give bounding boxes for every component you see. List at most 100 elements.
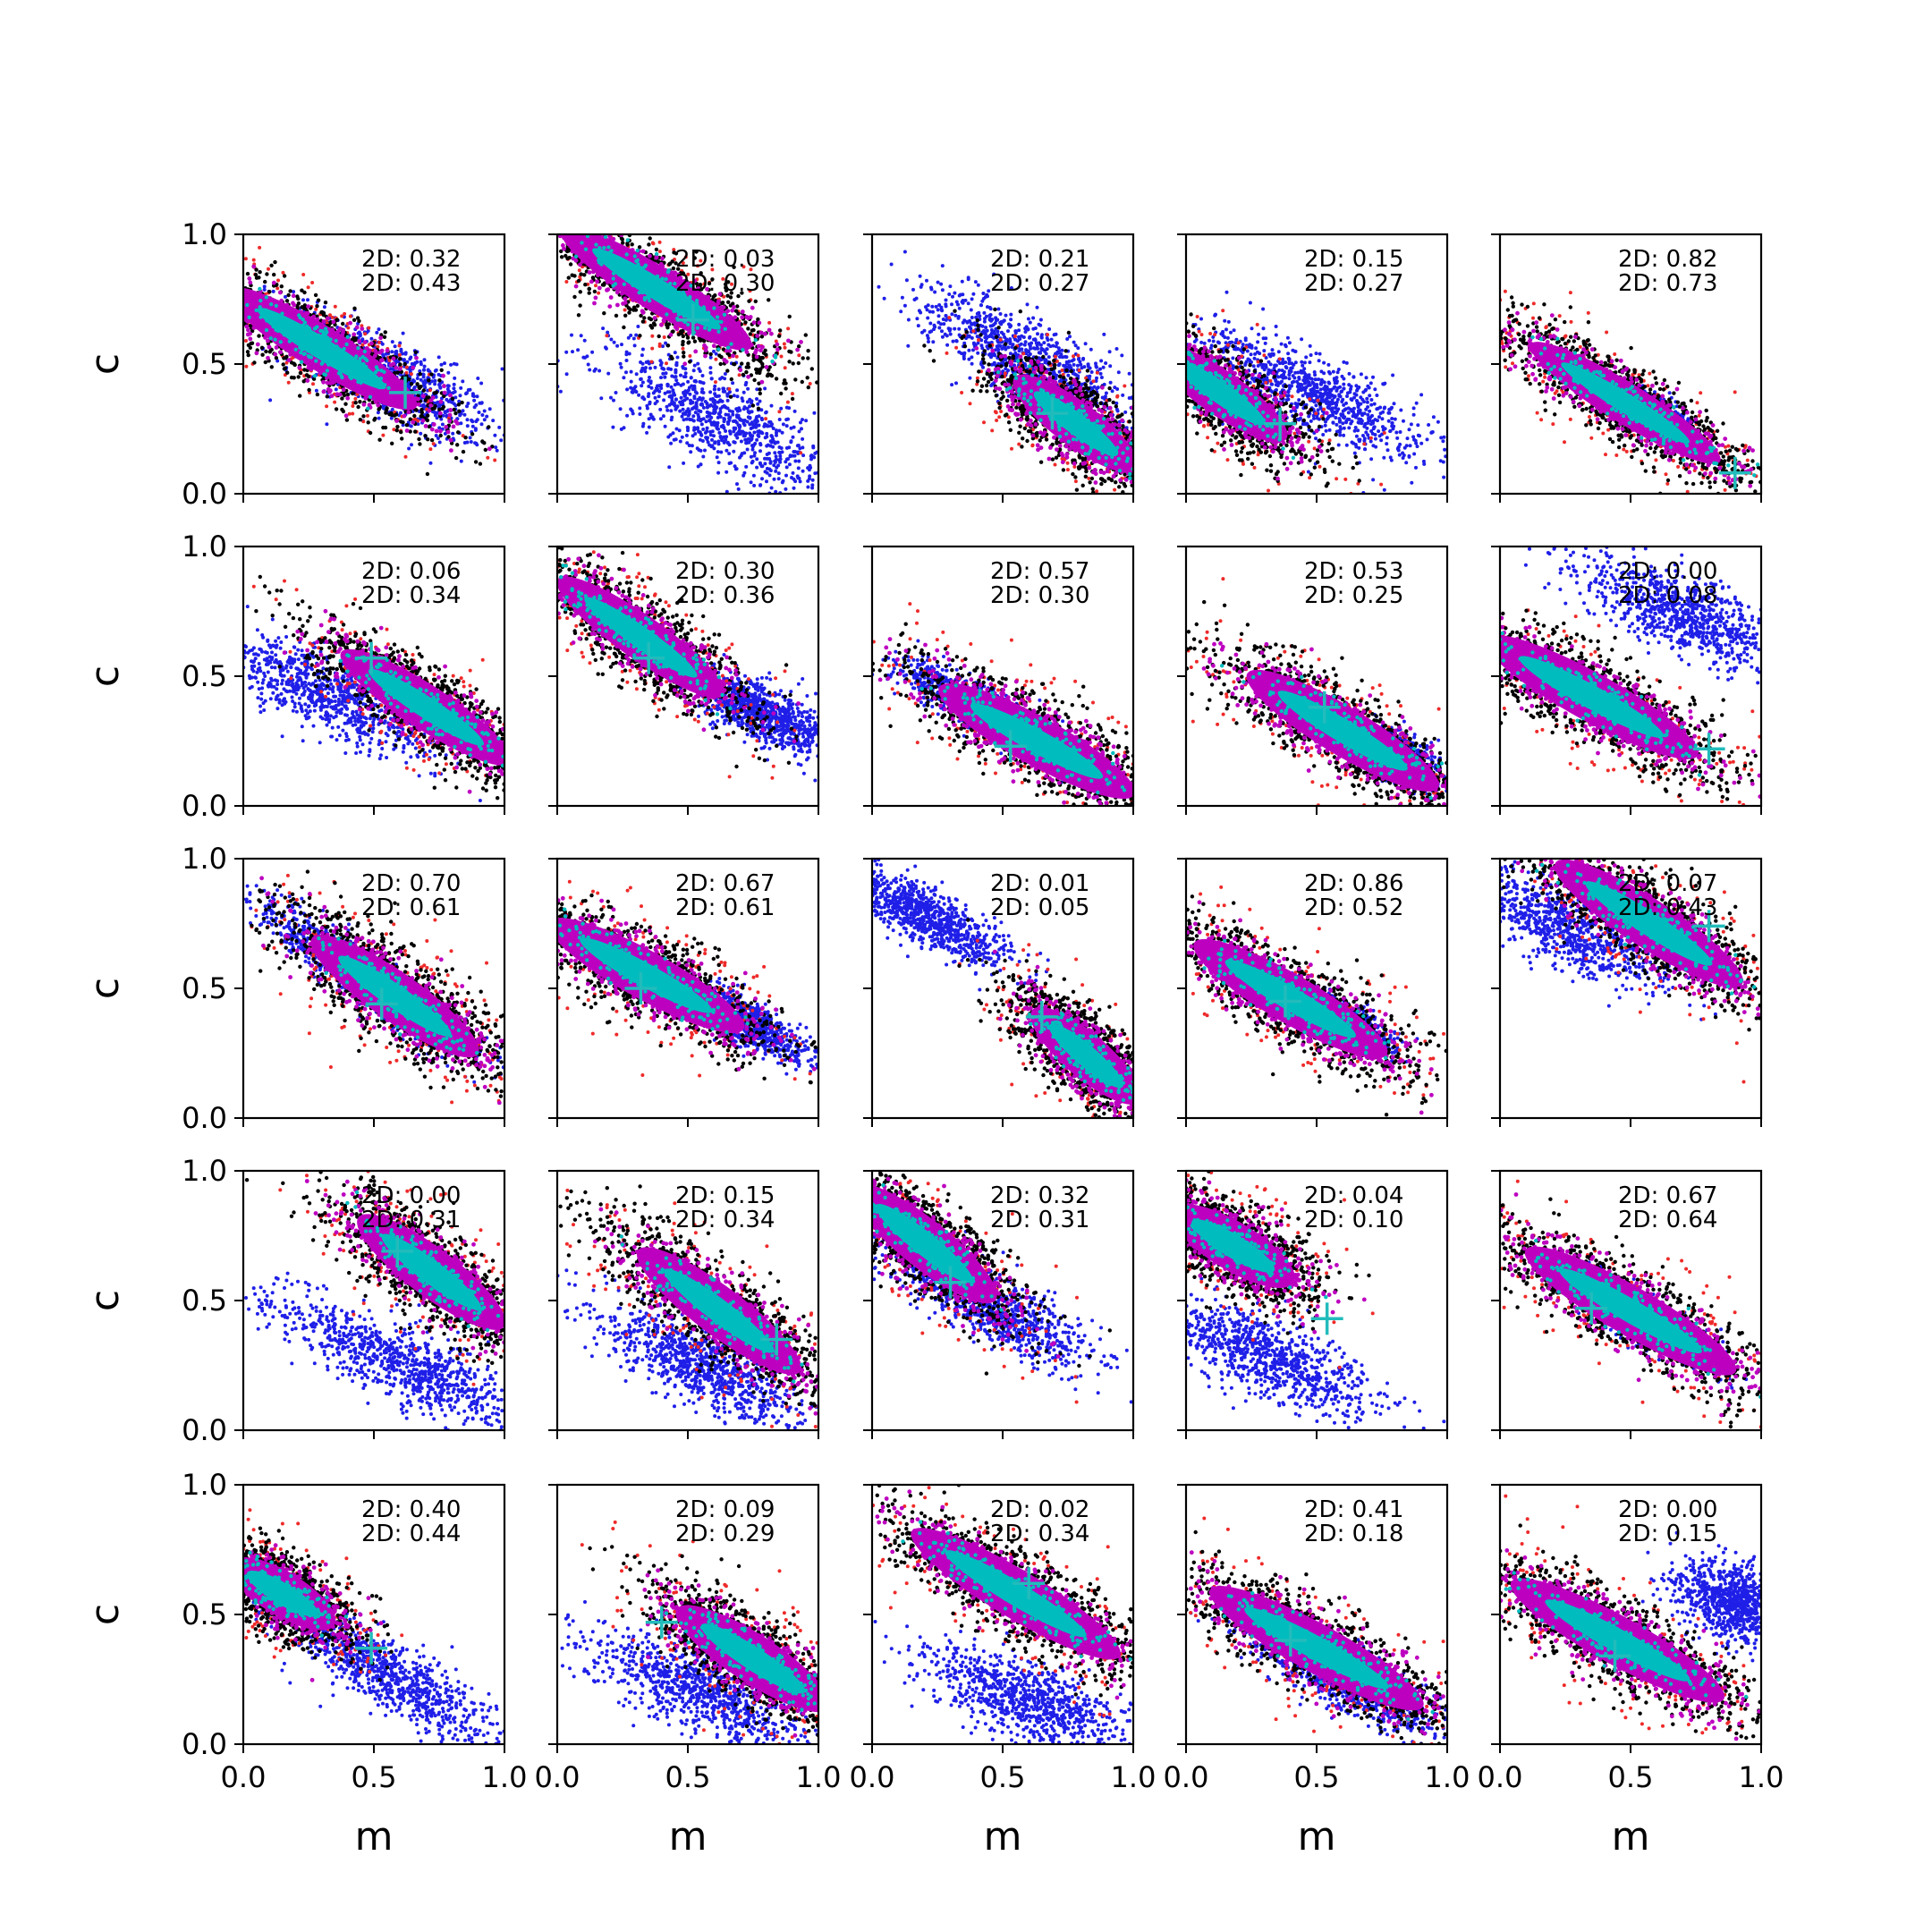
red-point bbox=[799, 451, 802, 454]
blue-point bbox=[648, 376, 651, 379]
blue-point bbox=[765, 445, 768, 448]
black-point bbox=[801, 356, 805, 360]
red-point bbox=[658, 343, 662, 346]
blue-point bbox=[690, 377, 693, 380]
blue-point bbox=[777, 471, 781, 475]
cyan-point bbox=[275, 320, 278, 324]
blue-point bbox=[728, 462, 732, 465]
black-point bbox=[422, 388, 426, 392]
cyan-point bbox=[315, 335, 318, 338]
blue-point bbox=[674, 369, 677, 373]
cyan-point bbox=[353, 371, 357, 375]
blue-point bbox=[466, 418, 470, 421]
cyan-point bbox=[316, 353, 319, 357]
cyan-point bbox=[332, 362, 335, 366]
blue-point bbox=[717, 442, 721, 445]
magenta-point bbox=[345, 380, 350, 385]
blue-point bbox=[691, 414, 695, 418]
black-point bbox=[749, 332, 752, 335]
magenta-point bbox=[449, 448, 453, 453]
cyan-point bbox=[306, 345, 309, 349]
blue-point bbox=[785, 424, 789, 428]
blue-point bbox=[801, 437, 804, 441]
red-point bbox=[564, 280, 568, 284]
blue-point bbox=[769, 469, 773, 472]
magenta-point bbox=[335, 392, 340, 396]
black-point bbox=[358, 400, 361, 403]
red-point bbox=[405, 371, 409, 375]
blue-point bbox=[767, 457, 771, 461]
blue-point bbox=[711, 429, 715, 433]
blue-point bbox=[706, 436, 709, 439]
cyan-point bbox=[245, 303, 249, 307]
red-point bbox=[658, 241, 662, 244]
blue-point bbox=[693, 432, 697, 436]
cyan-point bbox=[258, 287, 261, 291]
blue-point bbox=[358, 331, 361, 335]
black-point bbox=[577, 313, 580, 317]
black-point bbox=[751, 328, 755, 332]
magenta-point bbox=[342, 387, 346, 392]
black-point bbox=[288, 289, 292, 292]
blue-point bbox=[777, 477, 781, 480]
blue-point bbox=[775, 428, 778, 432]
blue-point bbox=[771, 438, 775, 442]
magenta-point bbox=[269, 333, 274, 337]
blue-point bbox=[723, 377, 726, 380]
blue-point bbox=[779, 457, 783, 461]
cyan-point bbox=[322, 342, 326, 345]
black-point bbox=[564, 254, 567, 258]
black-point bbox=[758, 392, 762, 395]
red-point bbox=[276, 279, 280, 283]
black-point bbox=[670, 357, 674, 360]
blue-point bbox=[811, 445, 815, 448]
black-point bbox=[649, 318, 653, 321]
magenta-point bbox=[306, 304, 310, 309]
black-point bbox=[260, 346, 264, 350]
magenta-point bbox=[592, 301, 597, 306]
blue-point bbox=[685, 397, 689, 401]
blue-point bbox=[654, 366, 657, 369]
blue-point bbox=[708, 419, 712, 422]
red-point bbox=[363, 332, 367, 335]
blue-point bbox=[717, 387, 721, 391]
blue-point bbox=[434, 379, 437, 383]
blue-point bbox=[670, 386, 674, 389]
blue-point bbox=[292, 290, 295, 293]
red-point bbox=[650, 360, 654, 364]
blue-point bbox=[686, 426, 690, 429]
blue-point bbox=[763, 462, 767, 465]
blue-point bbox=[801, 418, 804, 421]
black-point bbox=[285, 371, 289, 375]
blue-point bbox=[625, 414, 629, 418]
magenta-point bbox=[441, 374, 445, 378]
magenta-point bbox=[391, 382, 395, 386]
magenta-point bbox=[414, 356, 419, 360]
blue-point bbox=[470, 419, 474, 423]
black-point bbox=[754, 300, 758, 303]
blue-point bbox=[756, 402, 759, 406]
red-point bbox=[597, 292, 600, 295]
red-point bbox=[493, 459, 496, 462]
black-point bbox=[400, 436, 403, 440]
cyan-point bbox=[329, 352, 333, 356]
black-point bbox=[361, 414, 365, 418]
black-point bbox=[457, 410, 461, 413]
blue-point bbox=[641, 395, 645, 399]
cyan-point bbox=[369, 395, 372, 399]
cyan-point bbox=[365, 369, 369, 372]
blue-point bbox=[674, 437, 678, 441]
black-point bbox=[249, 346, 252, 350]
blue-point bbox=[633, 343, 637, 347]
black-point bbox=[463, 436, 467, 439]
black-point bbox=[418, 442, 421, 445]
magenta-point bbox=[272, 281, 276, 285]
blue-point bbox=[580, 334, 583, 337]
black-point bbox=[401, 420, 404, 424]
cyan-point bbox=[361, 355, 365, 359]
magenta-point bbox=[400, 379, 404, 384]
red-point bbox=[767, 321, 771, 325]
blue-point bbox=[755, 419, 758, 423]
blue-point bbox=[739, 430, 742, 434]
blue-point bbox=[765, 432, 768, 436]
